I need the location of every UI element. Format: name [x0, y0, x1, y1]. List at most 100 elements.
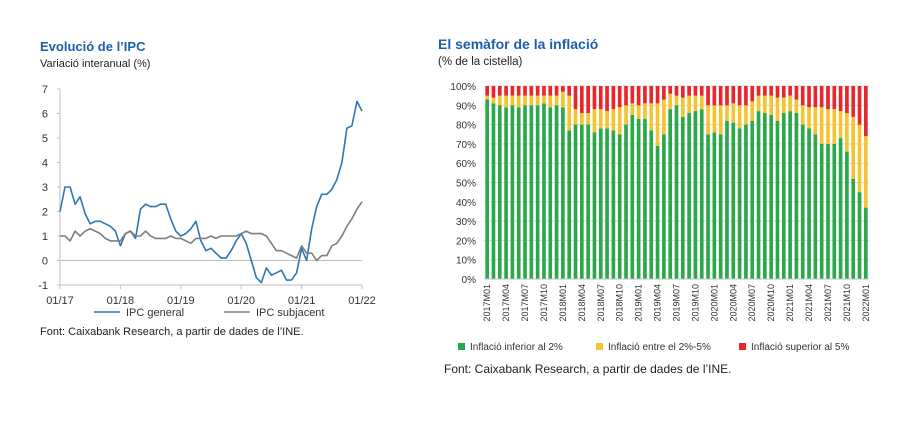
bar-segment-superior: [718, 86, 723, 106]
bar-segment-inferior: [731, 122, 736, 279]
right-y-tick-label: 80%: [456, 121, 476, 132]
left-x-tick-label: 01/18: [107, 295, 135, 307]
left-y-tick-label: 3: [42, 182, 48, 194]
bar-segment-inferior: [687, 113, 691, 280]
bar-segment-inferior: [567, 130, 572, 279]
bar-segment-entre: [680, 97, 685, 117]
bar-segment-entre: [491, 97, 496, 104]
bar-segment-inferior: [630, 114, 635, 279]
bar-segment-inferior: [744, 124, 748, 279]
bar-segment-entre: [523, 95, 527, 106]
bar-segment-inferior: [561, 107, 565, 279]
bar-segment-entre: [649, 103, 654, 131]
bar-segment-entre: [693, 95, 698, 112]
bar-segment-entre: [655, 103, 660, 146]
right-y-tick-label: 50%: [456, 179, 476, 190]
bar-segment-entre: [529, 95, 534, 106]
right-chart-subtitle: (% de la cistella): [438, 56, 523, 68]
left-chart-title: Evolució de l’IPC: [40, 39, 146, 54]
bar-segment-entre: [630, 103, 635, 115]
right-legend-swatch: [739, 343, 746, 350]
bar-segment-entre: [586, 113, 590, 125]
bar-segment-inferior: [838, 138, 843, 279]
bar-segment-inferior: [649, 130, 654, 279]
bar-segment-entre: [542, 95, 546, 104]
bar-segment-superior: [693, 86, 698, 96]
bar-segment-superior: [674, 86, 679, 96]
bar-segment-inferior: [725, 120, 729, 280]
bar-segment-entre: [813, 107, 818, 135]
bar-segment-superior: [554, 86, 559, 96]
bar-segment-entre: [611, 109, 616, 131]
bar-segment-inferior: [529, 105, 534, 279]
bar-segment-entre: [731, 103, 736, 123]
bar-segment-inferior: [750, 120, 755, 280]
bar-segment-entre: [807, 107, 811, 129]
bar-segment-inferior: [655, 145, 660, 279]
bar-segment-superior: [662, 86, 666, 100]
bar-segment-superior: [813, 86, 818, 108]
bar-segment-superior: [561, 86, 565, 92]
bar-segment-entre: [485, 95, 489, 100]
bar-segment-entre: [775, 97, 780, 121]
bar-segment-inferior: [800, 124, 805, 279]
right-x-tick-label: 2017M07: [520, 284, 530, 322]
right-x-tick-label: 2017M01: [482, 284, 492, 322]
series-line-ipc-subjacent: [60, 201, 363, 262]
bar-segment-inferior: [781, 113, 786, 280]
bar-segment-superior: [763, 86, 767, 96]
right-x-tick-label: 2018M01: [558, 284, 568, 322]
right-y-tick-label: 40%: [456, 198, 476, 209]
bar-segment-entre: [832, 109, 837, 144]
bar-segment-inferior: [535, 105, 540, 279]
bar-segment-inferior: [864, 207, 868, 279]
left-chart-subtitle: Variació interanual (%): [40, 58, 151, 70]
bar-segment-entre: [497, 95, 502, 106]
bar-segment-superior: [491, 86, 496, 98]
bar-segment-superior: [580, 86, 584, 114]
bar-segment-superior: [617, 86, 622, 108]
bar-segment-superior: [630, 86, 635, 104]
bar-segment-superior: [497, 86, 502, 96]
series-line-ipc-general: [59, 100, 363, 284]
bar-segment-superior: [598, 86, 603, 110]
left-y-tick-label: 2: [42, 207, 48, 219]
bar-segment-entre: [554, 95, 559, 106]
bar-segment-inferior: [819, 143, 824, 279]
bar-segment-superior: [838, 86, 843, 112]
bar-segment-entre: [819, 107, 824, 144]
bar-segment-inferior: [826, 143, 830, 279]
bar-segment-inferior: [832, 143, 837, 279]
right-legend-label: Inflació inferior al 2%: [470, 342, 563, 353]
bar-segment-entre: [592, 109, 597, 133]
bar-segment-superior: [737, 86, 742, 106]
bar-segment-entre: [756, 95, 761, 112]
right-x-tick-label: 2021M10: [842, 284, 852, 322]
bar-segment-entre: [561, 91, 565, 108]
bar-segment-inferior: [485, 99, 489, 279]
bar-segment-superior: [542, 86, 546, 96]
bar-segment-entre: [800, 105, 805, 125]
bar-segment-entre: [624, 105, 628, 125]
bar-segment-entre: [737, 105, 742, 129]
right-x-tick-label: 2017M04: [501, 284, 511, 322]
bar-segment-superior: [800, 86, 805, 106]
bar-segment-superior: [826, 86, 830, 110]
bar-segment-superior: [687, 86, 691, 96]
bar-segment-superior: [586, 86, 590, 114]
bar-segment-inferior: [674, 105, 679, 279]
bar-segment-inferior: [813, 134, 818, 279]
bar-segment-inferior: [851, 178, 856, 279]
right-x-tick-label: 2018M10: [615, 284, 625, 322]
bar-segment-entre: [674, 95, 679, 106]
bar-segment-inferior: [592, 132, 597, 279]
left-legend-label: IPC subjacent: [256, 307, 324, 319]
bar-segment-inferior: [504, 107, 508, 279]
bar-segment-inferior: [712, 132, 717, 279]
right-y-tick-label: 30%: [456, 217, 476, 228]
bar-segment-inferior: [548, 107, 553, 279]
right-y-tick-label: 90%: [456, 101, 476, 112]
bar-segment-inferior: [624, 124, 628, 279]
bar-segment-inferior: [807, 128, 811, 279]
bar-segment-entre: [617, 107, 622, 135]
